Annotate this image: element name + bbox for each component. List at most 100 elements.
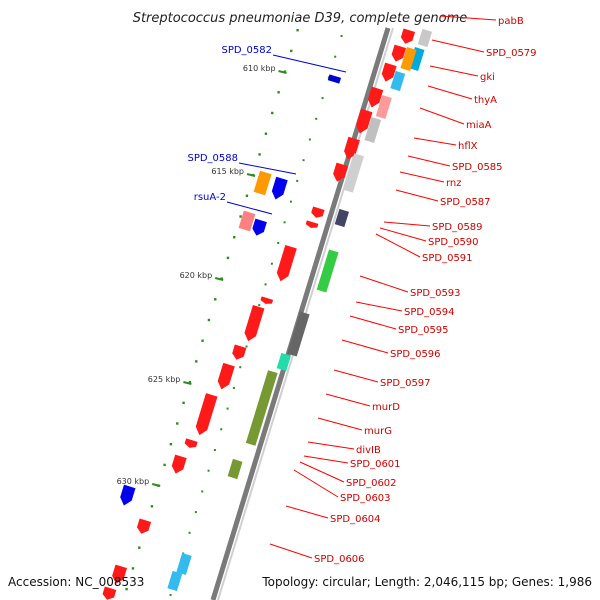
minor-tick	[150, 505, 154, 508]
gene-arrow	[184, 438, 198, 448]
gene-label-spd-0594: SPD_0594	[404, 307, 455, 318]
gene-block	[167, 570, 183, 592]
gene-block	[400, 47, 417, 71]
gene-arrow	[311, 206, 325, 218]
gene-block-shape	[287, 311, 310, 357]
kbp-label: 625 kbp	[148, 375, 181, 384]
minor-tick	[233, 236, 236, 239]
inner-tick	[289, 200, 292, 203]
leader-spd-0594	[355, 301, 403, 312]
minor-tick	[245, 194, 249, 197]
gene-block-left-shape	[271, 176, 288, 200]
gene-arrow-shape	[232, 344, 247, 360]
gene-block	[343, 153, 364, 193]
leader-spd-0597	[333, 369, 379, 383]
gene-block-left	[252, 218, 267, 236]
minor-tick	[271, 111, 274, 115]
gene-arrow-shape	[260, 296, 274, 304]
gene-label-divib: divIB	[356, 445, 381, 456]
gene-block	[375, 95, 392, 119]
major-tick	[183, 381, 192, 385]
leader-spd-0588	[238, 162, 297, 175]
inner-tick	[213, 449, 216, 451]
leader-spd-0582	[272, 54, 347, 73]
gene-block-shape	[417, 28, 433, 48]
leader-spd-0595	[349, 315, 397, 330]
gene-block	[245, 370, 278, 446]
leader-spd-0601	[303, 455, 349, 464]
minor-tick	[264, 132, 268, 135]
leader-spd-0596	[341, 339, 389, 354]
gene-label-spd-0585: SPD_0585	[452, 162, 503, 173]
gene-block-shape	[400, 47, 417, 71]
gene-layer	[102, 28, 433, 600]
gene-block-left	[253, 170, 272, 196]
gene-arrow-shape	[184, 438, 198, 448]
topology-text: Topology: circular; Length: 2,046,115 bp…	[261, 575, 592, 589]
gene-block	[334, 208, 349, 228]
minor-tick	[131, 567, 135, 570]
gene-label-spd-0603: SPD_0603	[340, 493, 391, 504]
minor-tick	[163, 463, 166, 467]
minor-tick	[226, 256, 230, 260]
inner-tick	[258, 304, 261, 307]
minor-tick	[258, 153, 261, 156]
gene-block-shape	[343, 153, 364, 193]
gene-block-left	[238, 210, 256, 232]
gene-block-shape	[167, 570, 183, 592]
minor-tick	[296, 29, 299, 32]
leader-murg	[317, 417, 363, 431]
gene-block-shape	[316, 249, 339, 293]
gene-label-spd-0593: SPD_0593	[410, 288, 461, 299]
gene-arrow	[400, 28, 416, 44]
inner-tick	[308, 138, 311, 141]
leader-murd	[325, 393, 371, 407]
minor-tick	[201, 339, 204, 342]
inner-tick	[315, 117, 318, 120]
gene-block-shape	[390, 70, 406, 92]
minor-tick	[138, 546, 141, 549]
gene-arrow	[112, 564, 128, 584]
gene-arrow	[195, 393, 218, 436]
gene-label-spd-0582: SPD_0582	[221, 45, 272, 56]
leader-spd-0602	[299, 461, 345, 483]
gene-arrow-shape	[381, 62, 397, 82]
gene-arrow-shape	[344, 136, 360, 160]
minor-tick	[169, 443, 173, 446]
gene-block-shape	[334, 208, 349, 228]
gene-label-spd-0587: SPD_0587	[440, 197, 491, 208]
gene-arrow	[391, 44, 407, 62]
gene-block	[417, 28, 433, 48]
gene-arrow-shape	[136, 518, 152, 534]
gene-block-left	[271, 176, 288, 200]
tick-layer: 610 kbp 615 kbp 620 kbp 625 kbp 630 kbp	[117, 29, 343, 596]
gene-block-shape	[408, 47, 425, 71]
gene-arrow	[367, 86, 384, 108]
gene-arrow	[232, 344, 247, 360]
kbp-label: 630 kbp	[117, 477, 150, 486]
gene-arrow	[171, 454, 187, 474]
major-tick	[278, 70, 287, 74]
gene-arrow	[305, 220, 319, 228]
kbp-label: 620 kbp	[180, 271, 213, 280]
minor-tick	[188, 380, 192, 384]
gene-arrow-shape	[367, 86, 384, 108]
gene-label-spd-0597: SPD_0597	[380, 378, 431, 389]
gene-block-left-shape	[252, 218, 267, 236]
gene-label-pabb: pabB	[498, 16, 524, 27]
gene-label-murd: murD	[372, 402, 400, 413]
inner-tick	[270, 262, 273, 265]
kbp-label: 610 kbp	[243, 64, 276, 73]
leader-divib	[307, 441, 355, 450]
gene-arrow	[381, 62, 397, 82]
gene-label-spd-0596: SPD_0596	[390, 349, 441, 360]
leader-line-layer	[226, 15, 497, 559]
inner-tick	[207, 469, 210, 472]
inner-tick	[321, 97, 324, 100]
gene-label-spd-0579: SPD_0579	[486, 48, 537, 59]
gene-label-spd-0606: SPD_0606	[314, 554, 365, 565]
gene-block-left-shape	[120, 484, 136, 506]
inner-tick	[296, 179, 299, 182]
gene-arrow	[344, 136, 360, 160]
